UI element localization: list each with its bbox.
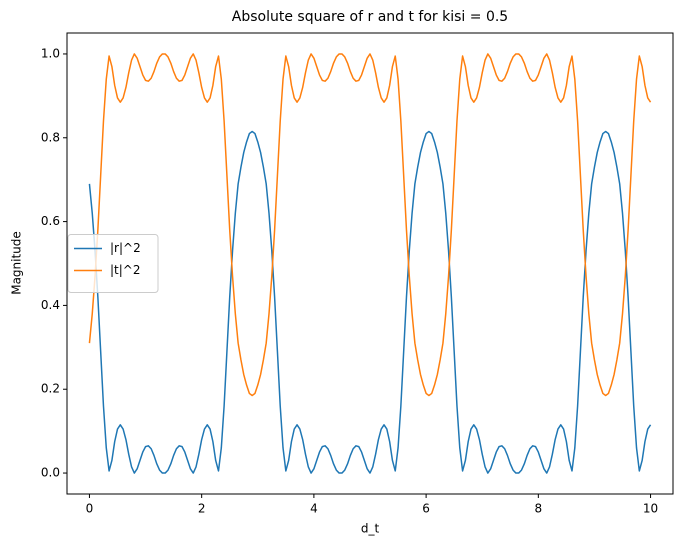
legend-label: |r|^2 <box>110 241 141 255</box>
x-tick-label: 6 <box>422 502 430 516</box>
series-line <box>88 53 652 397</box>
y-tick-label: 0.2 <box>41 382 60 396</box>
y-tick-label: 0.0 <box>41 466 60 480</box>
y-tick-label: 0.8 <box>41 130 60 144</box>
y-tick-label: 0.6 <box>41 214 60 228</box>
x-tick-label: 8 <box>535 502 543 516</box>
y-axis-label: Magnitude <box>10 231 24 295</box>
x-tick-label: 10 <box>643 502 658 516</box>
plot-frame <box>66 32 674 495</box>
y-tick-label: 0.4 <box>41 298 60 312</box>
legend: |r|^2 |t|^2 <box>67 234 159 293</box>
series-line <box>88 130 652 474</box>
x-axis-label: d_t <box>361 522 380 536</box>
x-tick-label: 0 <box>86 502 94 516</box>
y-tick-label: 1.0 <box>41 46 60 60</box>
legend-label: |t|^2 <box>110 263 140 277</box>
x-tick-label: 2 <box>198 502 206 516</box>
x-tick-label: 4 <box>310 502 318 516</box>
chart-title: Absolute square of r and t for kisi = 0.… <box>232 9 508 25</box>
